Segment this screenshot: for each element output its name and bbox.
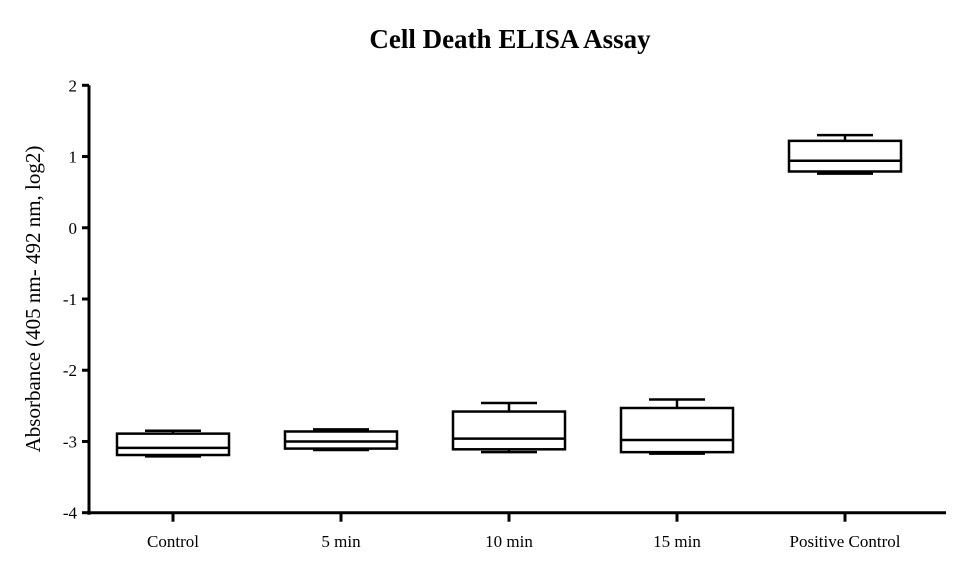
box-iqr [451, 410, 567, 451]
x-tick-label: Control [147, 532, 199, 551]
y-axis-label: Absorbance (405 nm- 492 nm, log2) [21, 146, 45, 453]
chart-title: Cell Death ELISA Assay [369, 24, 651, 54]
box-15-min [619, 398, 735, 455]
x-tick-label: 5 min [321, 532, 361, 551]
y-tick-label: -3 [63, 432, 77, 451]
x-tick-label: 15 min [653, 532, 701, 551]
box-control [115, 429, 231, 458]
y-tick-label: 1 [69, 148, 78, 167]
box-positive-control [787, 133, 903, 175]
box-iqr [619, 406, 735, 454]
y-tick-label: -4 [63, 504, 78, 523]
y-tick-label: -2 [63, 361, 77, 380]
box-iqr [283, 430, 399, 450]
y-tick-label: -1 [63, 290, 77, 309]
x-tick-label: 10 min [485, 532, 533, 551]
box-iqr [787, 139, 903, 173]
y-tick-label: 0 [69, 219, 78, 238]
box-iqr [115, 432, 231, 457]
y-tick-label: 2 [69, 76, 78, 95]
box-5-min [283, 428, 399, 452]
box-10-min [451, 401, 567, 454]
x-tick-label: Positive Control [790, 532, 901, 551]
